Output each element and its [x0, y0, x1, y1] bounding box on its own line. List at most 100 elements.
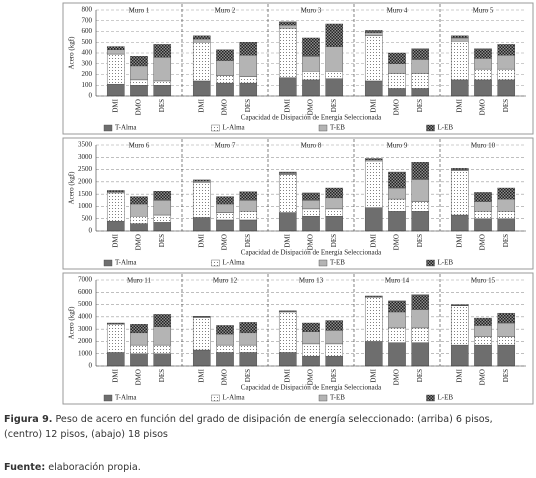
bar-segment [106, 53, 125, 85]
x-tick-label: DES [244, 369, 252, 382]
bar-segment [325, 320, 344, 331]
group-label: Muro 9 [387, 142, 408, 150]
bar-segment [302, 192, 320, 201]
bar-segment [106, 190, 125, 192]
bar-segment [411, 161, 430, 180]
bar-segment [153, 314, 172, 327]
bar-segment [130, 216, 148, 224]
bar-segment [497, 187, 516, 200]
bar-segment [192, 349, 211, 367]
x-axis-label: Capacidad de Disipación de Energía Selec… [241, 384, 382, 392]
x-tick-label: DMO [135, 234, 143, 250]
bar-segment [325, 71, 344, 80]
bar-segment [302, 208, 320, 217]
x-tick-label: DMO [479, 369, 487, 385]
bar-segment [450, 37, 469, 42]
bar-segment [364, 295, 383, 297]
bar-segment [239, 191, 258, 201]
y-tick-label: 800 [82, 6, 93, 14]
bar-segment [192, 179, 211, 182]
bar-segment [450, 344, 469, 367]
bar-segment [411, 309, 430, 329]
bar-segment [388, 73, 406, 89]
bar-segment [130, 196, 148, 205]
x-tick-label: DES [416, 234, 424, 247]
bar-segment [216, 219, 234, 232]
y-tick-label: 3500 [78, 141, 93, 149]
bar-segment [130, 324, 148, 334]
bar-segment [411, 342, 430, 367]
legend-swatch [426, 259, 435, 267]
caption: Figura 9. Peso de acero en función del g… [4, 412, 532, 442]
bar-segment [474, 68, 492, 81]
bar-segment [239, 200, 258, 212]
bar-segment [216, 333, 234, 346]
y-tick-label: 300 [82, 59, 93, 67]
bar-segment [450, 168, 469, 170]
bar-segment [388, 211, 406, 232]
y-tick-label: 100 [82, 81, 93, 89]
bar-segment [388, 52, 406, 64]
group-label: Muro 11 [127, 277, 152, 285]
y-tick-label: 700 [82, 16, 93, 24]
bar-segment [216, 75, 234, 84]
x-tick-label: DMO [221, 99, 229, 115]
bar-segment [106, 49, 125, 55]
bar-segment [325, 46, 344, 72]
bar-segment [302, 216, 320, 232]
bar-segment [130, 85, 148, 97]
bar-segment [216, 49, 234, 61]
y-tick-label: 7000 [78, 276, 93, 284]
y-tick-label: 1500 [78, 190, 93, 198]
bar-segment [411, 179, 430, 202]
bar-segment [474, 79, 492, 97]
bar-segment [278, 28, 297, 78]
group-label: Muro 13 [299, 277, 324, 285]
legend-label: T-EB [330, 394, 345, 402]
bar-segment [239, 76, 258, 84]
panel-border [62, 272, 534, 405]
x-tick-label: DMI [197, 233, 205, 247]
bar-segment [239, 352, 258, 367]
bar-segment [450, 35, 469, 39]
x-tick-label: DMO [135, 369, 143, 385]
x-tick-label: DES [244, 99, 252, 112]
bar-segment [216, 196, 234, 205]
bar-segment [302, 79, 320, 97]
group-label: Muro 10 [471, 142, 496, 150]
bar-segment [192, 38, 211, 43]
x-tick-label: DMO [307, 234, 315, 250]
x-axis-label: Capacidad de Disipación de Energía Selec… [241, 114, 382, 122]
bar-segment [325, 355, 344, 367]
bar-segment [153, 214, 172, 223]
bar-segment [278, 310, 297, 312]
group-label: Muro 14 [385, 277, 410, 285]
y-tick-label: 4000 [78, 312, 93, 320]
bar-segment [325, 216, 344, 232]
bar-segment [130, 332, 148, 346]
bar-segment [278, 212, 297, 232]
bar-segment [364, 158, 383, 160]
x-tick-label: DMO [221, 369, 229, 385]
bar-segment [239, 42, 258, 56]
source: Fuente: elaboración propia. [4, 460, 532, 475]
bar-segment [364, 207, 383, 232]
x-tick-label: DMI [455, 98, 463, 112]
bar-segment [411, 294, 430, 310]
bar-segment [130, 203, 148, 217]
x-tick-label: DES [416, 369, 424, 382]
figure: Acero (kgf) 0 100 200 300 400 500 600 700 800 Muro… [62, 2, 534, 405]
y-tick-label: 500 [82, 38, 93, 46]
bar-segment [497, 211, 516, 219]
bar-segment [474, 192, 492, 202]
group-label: Muro 5 [473, 7, 494, 15]
bar-segment [411, 48, 430, 60]
bar-segment [497, 79, 516, 97]
x-tick-label: DES [502, 234, 510, 247]
x-tick-label: DMI [111, 233, 119, 247]
bar-segment [388, 63, 406, 74]
bar-segment [153, 80, 172, 86]
bar-segment [153, 44, 172, 58]
x-tick-label: DMO [393, 99, 401, 115]
bar-segment [153, 326, 172, 346]
